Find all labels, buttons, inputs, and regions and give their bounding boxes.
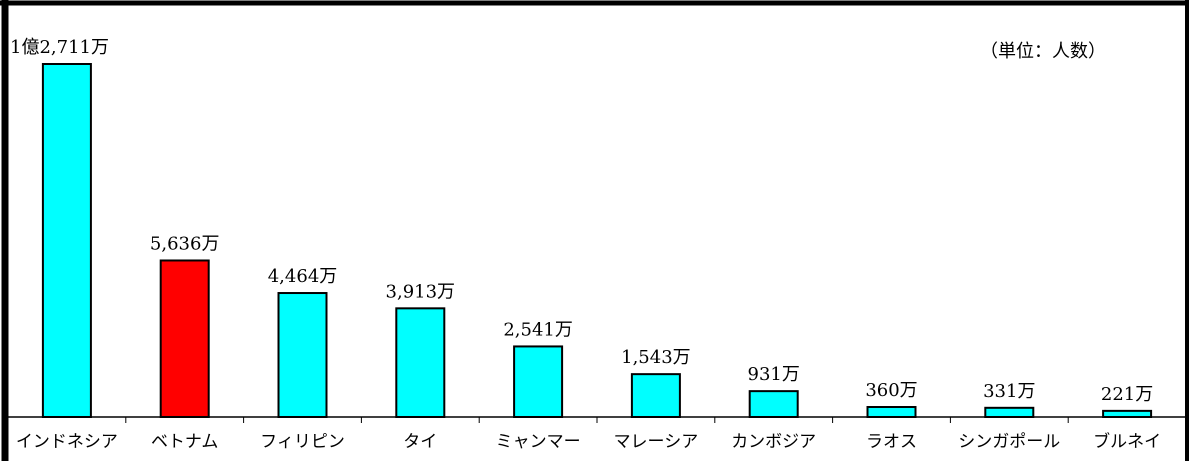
value-label-4: 2,541万 bbox=[503, 319, 573, 340]
unit-label: （単位：人数） bbox=[980, 41, 1106, 62]
value-label-7: 360万 bbox=[865, 380, 917, 401]
bar-4 bbox=[513, 345, 564, 418]
category-label-5: マレーシア bbox=[614, 432, 699, 452]
bars-group bbox=[41, 63, 1153, 419]
value-label-8: 331万 bbox=[983, 381, 1035, 402]
value-label-1: 5,636万 bbox=[150, 233, 220, 254]
bar-5 bbox=[630, 373, 681, 419]
category-label-0: インドネシア bbox=[16, 432, 118, 452]
x-axis-ticks bbox=[125, 417, 1069, 423]
bar-9 bbox=[1102, 409, 1153, 418]
category-label-8: シンガポール bbox=[958, 432, 1060, 452]
value-label-2: 4,464万 bbox=[268, 266, 338, 287]
category-label-1: ベトナム bbox=[151, 432, 219, 452]
value-label-3: 3,913万 bbox=[386, 281, 456, 302]
bar-7 bbox=[866, 406, 917, 418]
bar-0 bbox=[41, 63, 92, 418]
bar-3 bbox=[395, 307, 446, 418]
bar-8 bbox=[984, 406, 1035, 419]
value-labels-group: 1億2,711万 5,636万 4,464万 3,913万 2,541万 1,543万 93… bbox=[10, 37, 1153, 405]
bar-2 bbox=[277, 292, 328, 418]
bar-1 bbox=[159, 259, 210, 418]
category-labels-group: インドネシア ベトナム フィリピン タイ ミャンマー マレーシア カンボジア ラオス シンガポー… bbox=[16, 431, 1161, 452]
value-label-9: 221万 bbox=[1101, 384, 1153, 405]
category-label-9: ブルネイ bbox=[1093, 431, 1161, 452]
value-label-0: 1億2,711万 bbox=[10, 37, 109, 58]
category-label-7: ラオス bbox=[866, 432, 917, 452]
category-label-3: タイ bbox=[403, 432, 437, 452]
value-label-6: 931万 bbox=[748, 364, 800, 385]
bar-6 bbox=[748, 390, 799, 418]
category-label-6: カンボジア bbox=[731, 432, 816, 452]
value-label-5: 1,543万 bbox=[621, 347, 691, 368]
category-label-2: フィリピン bbox=[260, 432, 345, 452]
category-label-4: ミャンマー bbox=[496, 432, 581, 452]
